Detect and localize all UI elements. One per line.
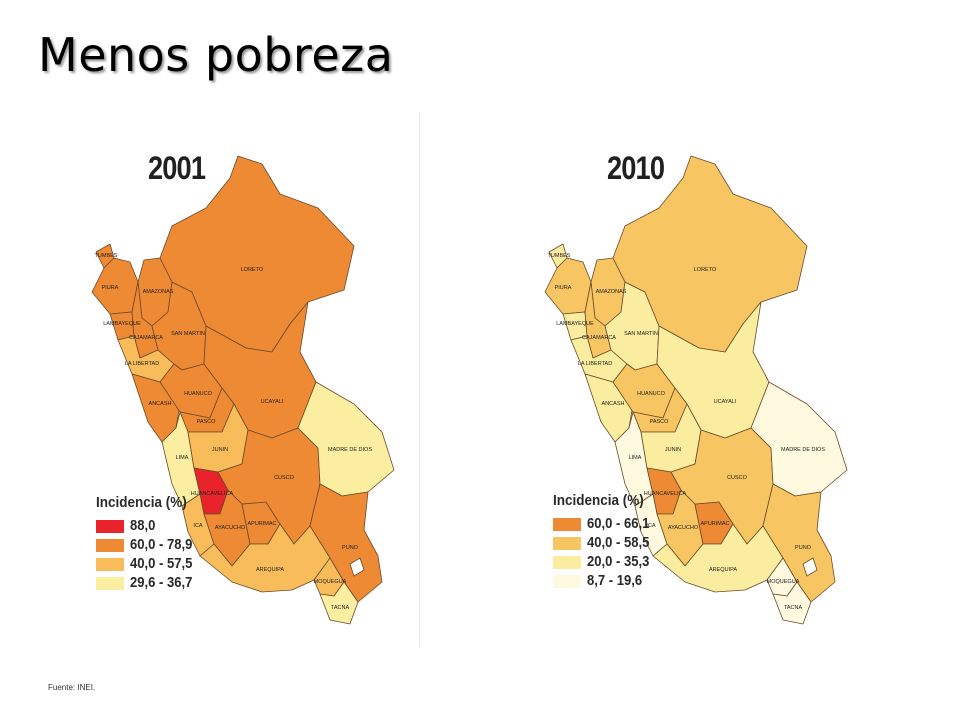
legend-item: 29,6 - 36,7 bbox=[96, 574, 199, 592]
region-label: PASCO bbox=[649, 419, 669, 425]
region-label: MOQUEGUA bbox=[766, 579, 800, 585]
legend-title: Incidencia (%) bbox=[553, 492, 644, 509]
legend-item: 88,0 bbox=[96, 517, 199, 535]
legend-label: 8,7 - 19,6 bbox=[587, 573, 643, 589]
region-arequipa bbox=[199, 523, 331, 593]
region-label: ANCASH bbox=[601, 401, 625, 407]
legend-item: 60,0 - 78,9 bbox=[96, 536, 199, 554]
region-label: HUANCAVELICA bbox=[643, 491, 687, 497]
region-tacna bbox=[319, 581, 359, 625]
legend-item: 40,0 - 57,5 bbox=[96, 555, 199, 573]
region-label: AREQUIPA bbox=[708, 567, 738, 573]
region-label: JUNIN bbox=[211, 447, 229, 453]
region-label: AMAZONAS bbox=[595, 289, 627, 295]
legend-label: 40,0 - 58,5 bbox=[587, 535, 650, 551]
legend-swatch bbox=[553, 555, 581, 569]
region-label: TACNA bbox=[330, 605, 350, 611]
legend-title: Incidencia (%) bbox=[96, 494, 187, 511]
region-label: APURIMAC bbox=[247, 521, 277, 527]
region-label: JUNIN bbox=[664, 447, 682, 453]
region-label: AMAZONAS bbox=[142, 289, 174, 295]
region-label: AYACUCHO bbox=[214, 525, 246, 531]
region-label: LORETO bbox=[240, 267, 264, 273]
legend-item: 20,0 - 35,3 bbox=[553, 553, 656, 571]
legend-item: 60,0 - 66,1 bbox=[553, 515, 656, 533]
region-label: UCAYALI bbox=[260, 399, 284, 405]
map-svg-2010 bbox=[544, 155, 848, 625]
legend-label: 60,0 - 66,1 bbox=[587, 516, 650, 532]
legend-label: 29,6 - 36,7 bbox=[130, 575, 193, 591]
region-label: TUMBES bbox=[547, 253, 571, 259]
region-label: TUMBES bbox=[94, 253, 118, 259]
region-label: CUSCO bbox=[274, 475, 294, 481]
region-label: UCAYALI bbox=[713, 399, 737, 405]
region-tacna bbox=[772, 581, 812, 625]
region-label: ICA bbox=[193, 523, 203, 529]
region-label: LAMBAYEQUE bbox=[103, 321, 141, 327]
legend-item: 40,0 - 58,5 bbox=[553, 534, 656, 552]
legend-swatch bbox=[553, 574, 581, 588]
map-year: 2010 bbox=[607, 150, 665, 186]
region-label: HUANUCO bbox=[637, 391, 665, 397]
region-label: PASCO bbox=[196, 419, 216, 425]
divider bbox=[419, 112, 420, 647]
legend-swatch bbox=[96, 557, 124, 571]
region-label: APURIMAC bbox=[700, 521, 730, 527]
region-label: CUSCO bbox=[727, 475, 747, 481]
region-label: CAJAMARCA bbox=[582, 335, 616, 341]
legend: Incidencia (%) 88,0 60,0 - 78,9 40,0 - 5… bbox=[96, 494, 199, 592]
legend-swatch bbox=[96, 538, 124, 552]
map-panel-2001: 2001 TUMBES PIURA LAMBAYEQUE AMAZONAS CAJAMA… bbox=[82, 112, 412, 647]
legend-swatch bbox=[553, 536, 581, 550]
region-label: LA LIBERTAD bbox=[577, 361, 613, 367]
region-label: ANCASH bbox=[148, 401, 172, 407]
map-panel-2010: 2010 TUMBES PIURA LAMBAYEQUE AMAZONAS CAJAMA… bbox=[535, 112, 865, 647]
source-note: Fuente: INEI. bbox=[48, 683, 96, 692]
region-label: LAMBAYEQUE bbox=[556, 321, 594, 327]
lake-titicaca bbox=[349, 557, 365, 577]
legend-label: 40,0 - 57,5 bbox=[130, 556, 193, 572]
region-label: HUANCAVELICA bbox=[190, 491, 234, 497]
region-label: SAN MARTIN bbox=[624, 331, 658, 337]
region-arequipa bbox=[652, 523, 784, 593]
region-label: MADRE DE DIOS bbox=[780, 447, 826, 453]
region-label: LA LIBERTAD bbox=[124, 361, 160, 367]
region-label: TACNA bbox=[783, 605, 803, 611]
legend-item: 8,7 - 19,6 bbox=[553, 572, 656, 590]
map-svg-2001 bbox=[91, 155, 395, 625]
region-label: PUNO bbox=[342, 545, 358, 551]
region-label: PUNO bbox=[795, 545, 811, 551]
legend-swatch bbox=[96, 576, 124, 590]
region-label: PIURA bbox=[101, 285, 119, 291]
legend: Incidencia (%) 60,0 - 66,1 40,0 - 58,5 2… bbox=[553, 492, 656, 590]
region-label: LIMA bbox=[175, 455, 189, 461]
region-label: CAJAMARCA bbox=[129, 335, 163, 341]
region-label: AREQUIPA bbox=[255, 567, 285, 573]
region-label: LORETO bbox=[693, 267, 717, 273]
legend-swatch bbox=[553, 517, 581, 531]
legend-label: 20,0 - 35,3 bbox=[587, 554, 650, 570]
region-label: PIURA bbox=[554, 285, 572, 291]
page-title: Menos pobreza bbox=[38, 28, 394, 82]
region-label: SAN MARTIN bbox=[171, 331, 205, 337]
lake-titicaca bbox=[802, 557, 818, 577]
region-label: AYACUCHO bbox=[667, 525, 699, 531]
region-label: ICA bbox=[646, 523, 656, 529]
region-label: HUANUCO bbox=[184, 391, 212, 397]
legend-label: 60,0 - 78,9 bbox=[130, 537, 193, 553]
region-label: MOQUEGUA bbox=[313, 579, 347, 585]
legend-swatch bbox=[96, 519, 124, 533]
region-label: LIMA bbox=[628, 455, 642, 461]
legend-label: 88,0 bbox=[130, 518, 156, 534]
map-year: 2001 bbox=[148, 150, 206, 186]
region-label: MADRE DE DIOS bbox=[327, 447, 373, 453]
